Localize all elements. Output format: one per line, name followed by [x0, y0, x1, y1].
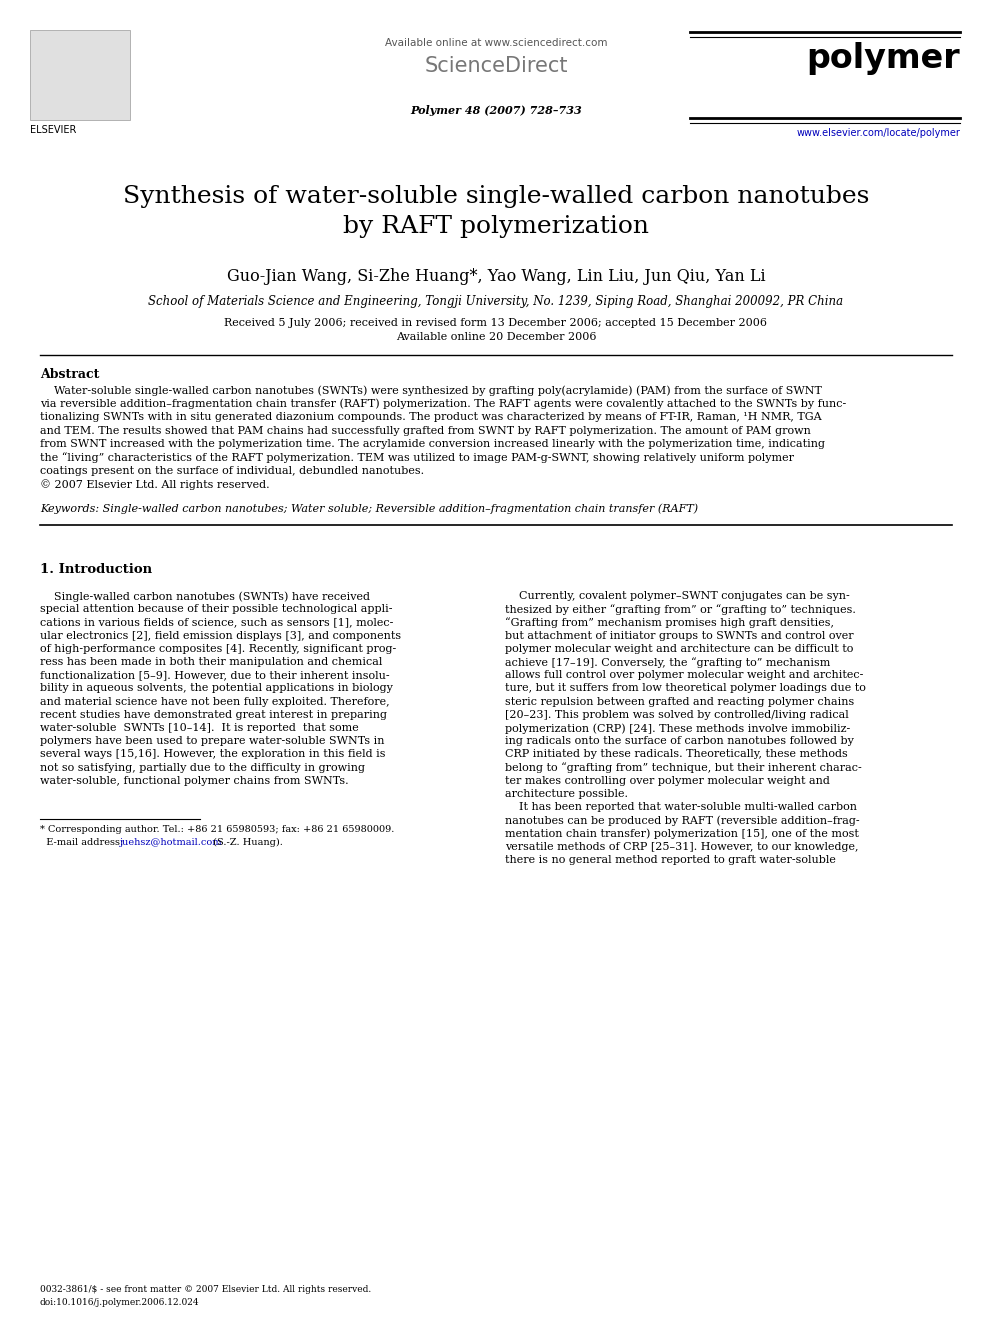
Text: water-soluble, functional polymer chains from SWNTs.: water-soluble, functional polymer chains…	[40, 775, 348, 786]
Text: and material science have not been fully exploited. Therefore,: and material science have not been fully…	[40, 697, 390, 706]
Text: [20–23]. This problem was solved by controlled/living radical: [20–23]. This problem was solved by cont…	[505, 710, 849, 720]
Text: versatile methods of CRP [25–31]. However, to our knowledge,: versatile methods of CRP [25–31]. Howeve…	[505, 841, 858, 852]
Text: belong to “grafting from” technique, but their inherent charac-: belong to “grafting from” technique, but…	[505, 762, 862, 774]
Text: architecture possible.: architecture possible.	[505, 789, 628, 799]
Text: 0032-3861/$ - see front matter © 2007 Elsevier Ltd. All rights reserved.: 0032-3861/$ - see front matter © 2007 El…	[40, 1285, 371, 1294]
Text: E-mail address:: E-mail address:	[40, 837, 126, 847]
Text: there is no general method reported to graft water-soluble: there is no general method reported to g…	[505, 855, 836, 865]
Text: Single-walled carbon nanotubes (SWNTs) have received: Single-walled carbon nanotubes (SWNTs) h…	[40, 591, 370, 602]
Text: ress has been made in both their manipulation and chemical: ress has been made in both their manipul…	[40, 658, 382, 667]
Text: Available online 20 December 2006: Available online 20 December 2006	[396, 332, 596, 343]
Text: but attachment of initiator groups to SWNTs and control over: but attachment of initiator groups to SW…	[505, 631, 854, 640]
Text: water-soluble  SWNTs [10–14].  It is reported  that some: water-soluble SWNTs [10–14]. It is repor…	[40, 722, 359, 733]
Text: 1. Introduction: 1. Introduction	[40, 564, 152, 576]
Text: achieve [17–19]. Conversely, the “grafting to” mechanism: achieve [17–19]. Conversely, the “grafti…	[505, 658, 830, 668]
Text: thesized by either “grafting from” or “grafting to” techniques.: thesized by either “grafting from” or “g…	[505, 605, 856, 615]
Text: School of Materials Science and Engineering, Tongji University, No. 1239, Siping: School of Materials Science and Engineer…	[149, 295, 843, 308]
Text: functionalization [5–9]. However, due to their inherent insolu-: functionalization [5–9]. However, due to…	[40, 671, 390, 680]
Text: Water-soluble single-walled carbon nanotubes (SWNTs) were synthesized by graftin: Water-soluble single-walled carbon nanot…	[40, 385, 822, 396]
Text: allows full control over polymer molecular weight and architec-: allows full control over polymer molecul…	[505, 671, 863, 680]
Text: © 2007 Elsevier Ltd. All rights reserved.: © 2007 Elsevier Ltd. All rights reserved…	[40, 479, 270, 491]
Bar	[30, 30, 130, 120]
Text: Synthesis of water-soluble single-walled carbon nanotubes: Synthesis of water-soluble single-walled…	[123, 185, 869, 208]
Text: recent studies have demonstrated great interest in preparing: recent studies have demonstrated great i…	[40, 710, 387, 720]
Text: Guo-Jian Wang, Si-Zhe Huang*, Yao Wang, Lin Liu, Jun Qiu, Yan Li: Guo-Jian Wang, Si-Zhe Huang*, Yao Wang, …	[227, 269, 765, 284]
Text: (S.-Z. Huang).: (S.-Z. Huang).	[210, 837, 283, 847]
Text: nanotubes can be produced by RAFT (reversible addition–frag-: nanotubes can be produced by RAFT (rever…	[505, 815, 860, 826]
Text: Abstract: Abstract	[40, 368, 99, 381]
Text: polymerization (CRP) [24]. These methods involve immobiliz-: polymerization (CRP) [24]. These methods…	[505, 722, 850, 733]
Text: Available online at www.sciencedirect.com: Available online at www.sciencedirect.co…	[385, 38, 607, 48]
Text: by RAFT polymerization: by RAFT polymerization	[343, 216, 649, 238]
Text: mentation chain transfer) polymerization [15], one of the most: mentation chain transfer) polymerization…	[505, 828, 859, 839]
Text: bility in aqueous solvents, the potential applications in biology: bility in aqueous solvents, the potentia…	[40, 684, 393, 693]
Text: ture, but it suffers from low theoretical polymer loadings due to: ture, but it suffers from low theoretica…	[505, 684, 866, 693]
Text: Polymer 48 (2007) 728–733: Polymer 48 (2007) 728–733	[410, 105, 582, 116]
Text: the “living” characteristics of the RAFT polymerization. TEM was utilized to ima: the “living” characteristics of the RAFT…	[40, 452, 794, 463]
Text: from SWNT increased with the polymerization time. The acrylamide conversion incr: from SWNT increased with the polymerizat…	[40, 439, 825, 448]
Text: CRP initiated by these radicals. Theoretically, these methods: CRP initiated by these radicals. Theoret…	[505, 749, 848, 759]
Text: Keywords: Single-walled carbon nanotubes; Water soluble; Reversible addition–fra: Keywords: Single-walled carbon nanotubes…	[40, 503, 698, 513]
Text: ScienceDirect: ScienceDirect	[425, 56, 567, 75]
Text: ELSEVIER: ELSEVIER	[30, 124, 76, 135]
Text: ing radicals onto the surface of carbon nanotubes followed by: ing radicals onto the surface of carbon …	[505, 736, 854, 746]
Text: not so satisfying, partially due to the difficulty in growing: not so satisfying, partially due to the …	[40, 762, 365, 773]
Text: * Corresponding author. Tel.: +86 21 65980593; fax: +86 21 65980009.: * Corresponding author. Tel.: +86 21 659…	[40, 826, 395, 833]
Text: coatings present on the surface of individual, debundled nanotubes.: coatings present on the surface of indiv…	[40, 466, 425, 476]
Text: special attention because of their possible technological appli-: special attention because of their possi…	[40, 605, 393, 614]
Text: of high-performance composites [4]. Recently, significant prog-: of high-performance composites [4]. Rece…	[40, 644, 396, 654]
Text: polymer: polymer	[806, 42, 960, 75]
Text: and TEM. The results showed that PAM chains had successfully grafted from SWNT b: and TEM. The results showed that PAM cha…	[40, 426, 810, 435]
Text: polymer molecular weight and architecture can be difficult to: polymer molecular weight and architectur…	[505, 644, 853, 654]
Text: doi:10.1016/j.polymer.2006.12.024: doi:10.1016/j.polymer.2006.12.024	[40, 1298, 199, 1307]
Text: several ways [15,16]. However, the exploration in this field is: several ways [15,16]. However, the explo…	[40, 749, 386, 759]
Text: “Grafting from” mechanism promises high graft densities,: “Grafting from” mechanism promises high …	[505, 618, 834, 628]
Text: polymers have been used to prepare water-soluble SWNTs in: polymers have been used to prepare water…	[40, 736, 385, 746]
Text: www.elsevier.com/locate/polymer: www.elsevier.com/locate/polymer	[797, 128, 960, 138]
Text: It has been reported that water-soluble multi-walled carbon: It has been reported that water-soluble …	[505, 802, 857, 812]
Text: via reversible addition–fragmentation chain transfer (RAFT) polymerization. The : via reversible addition–fragmentation ch…	[40, 398, 846, 409]
Text: Currently, covalent polymer–SWNT conjugates can be syn-: Currently, covalent polymer–SWNT conjuga…	[505, 591, 850, 601]
Text: tionalizing SWNTs with in situ generated diazonium compounds. The product was ch: tionalizing SWNTs with in situ generated…	[40, 411, 821, 422]
Text: juehsz@hotmail.com: juehsz@hotmail.com	[120, 837, 222, 847]
Text: cations in various fields of science, such as sensors [1], molec-: cations in various fields of science, su…	[40, 618, 394, 627]
Text: ter makes controlling over polymer molecular weight and: ter makes controlling over polymer molec…	[505, 775, 830, 786]
Text: steric repulsion between grafted and reacting polymer chains: steric repulsion between grafted and rea…	[505, 697, 854, 706]
Text: ular electronics [2], field emission displays [3], and components: ular electronics [2], field emission dis…	[40, 631, 401, 640]
Text: Received 5 July 2006; received in revised form 13 December 2006; accepted 15 Dec: Received 5 July 2006; received in revise…	[224, 318, 768, 328]
